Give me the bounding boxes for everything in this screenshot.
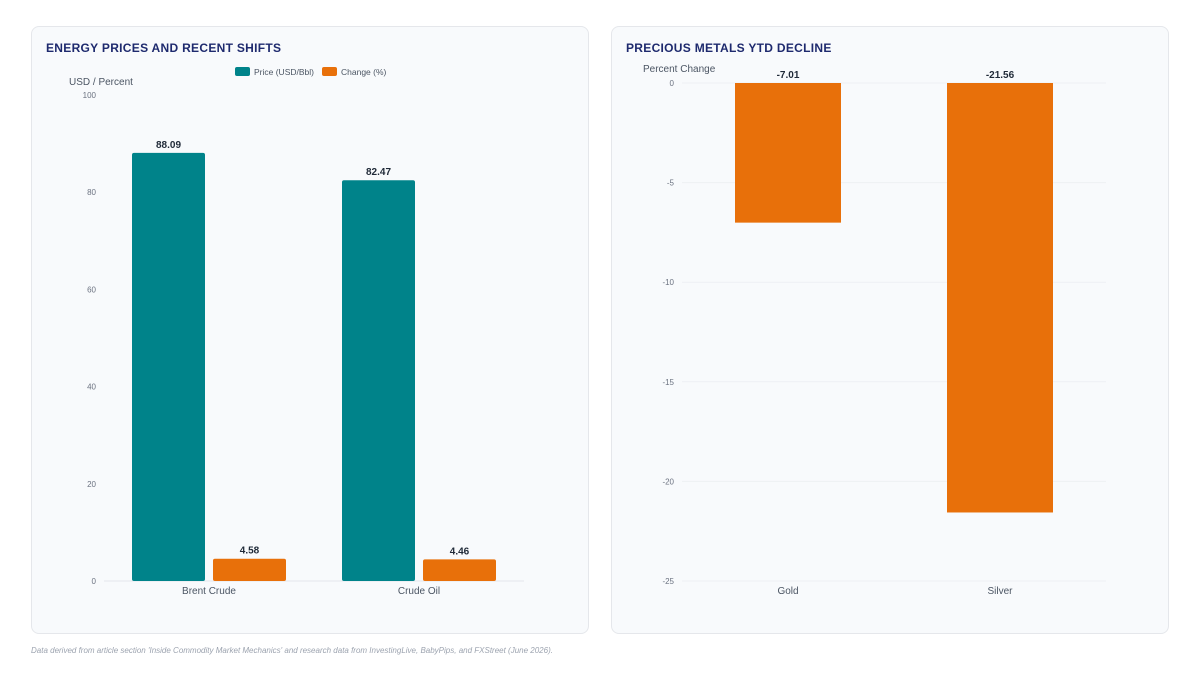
y-tick-label: 0	[670, 79, 675, 88]
bar-1-0	[342, 180, 415, 581]
y-tick-label: 0	[92, 577, 97, 586]
y-tick-label: 100	[83, 91, 97, 100]
y-axis-label: USD / Percent	[69, 77, 133, 88]
y-tick-label: 80	[87, 188, 96, 197]
y-tick-label: 60	[87, 285, 96, 294]
data-label: 88.09	[156, 140, 181, 151]
x-tick-label: Crude Oil	[398, 586, 440, 597]
legend-swatch-0	[235, 67, 250, 76]
y-tick-label: 20	[87, 480, 96, 489]
data-label: -7.01	[777, 70, 800, 81]
data-label: 82.47	[366, 167, 391, 178]
legend-label-0: Price (USD/Bbl)	[254, 67, 314, 77]
y-tick-label: 40	[87, 383, 96, 392]
y-tick-label: -10	[662, 278, 674, 287]
source-footnote: Data derived from article section 'Insid…	[31, 646, 553, 655]
y-tick-label: -25	[662, 577, 674, 586]
energy-chart-panel: ENERGY PRICES AND RECENT SHIFTS USD / Pe…	[31, 26, 589, 634]
y-tick-label: -15	[662, 378, 674, 387]
y-axis-label: Percent Change	[643, 64, 716, 75]
bar-0-1	[213, 558, 286, 581]
energy-chart: USD / Percent 0 20 40 60 80 100 Price (USD/Bbl)…	[69, 67, 524, 597]
legend-swatch-1	[322, 67, 337, 76]
bar-1-1	[423, 559, 496, 581]
x-tick-label: Brent Crude	[182, 586, 236, 597]
data-label: -21.56	[986, 70, 1015, 81]
legend-label-1: Change (%)	[341, 67, 387, 77]
data-label: 4.46	[450, 546, 470, 557]
metals-chart-title: PRECIOUS METALS YTD DECLINE	[626, 41, 832, 55]
bar-0-0	[132, 152, 205, 581]
bar-0	[735, 83, 841, 223]
x-tick-label: Gold	[777, 586, 798, 597]
y-tick-label: -20	[662, 477, 674, 486]
bar-1	[947, 83, 1053, 513]
data-label: 4.58	[240, 546, 260, 557]
metals-chart: Percent Change 0 -5 -10 -15 -20 -25 -7.01 Gold -2…	[643, 64, 1106, 597]
energy-chart-title: ENERGY PRICES AND RECENT SHIFTS	[46, 41, 282, 55]
metals-chart-panel: PRECIOUS METALS YTD DECLINE Percent Chan…	[611, 26, 1169, 634]
x-tick-label: Silver	[987, 586, 1013, 597]
y-tick-label: -5	[667, 179, 675, 188]
